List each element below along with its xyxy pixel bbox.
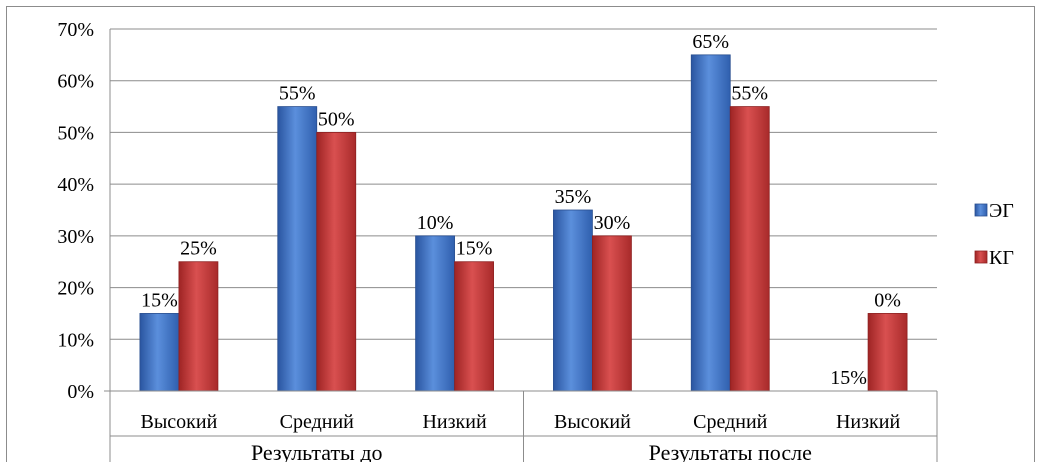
data-label: 35% <box>555 186 592 208</box>
bar-kg <box>178 261 219 392</box>
data-label: 30% <box>594 212 631 234</box>
bar-kg <box>454 261 494 392</box>
x-category-label: Низкий <box>422 411 486 433</box>
y-tick-label: 70% <box>57 19 94 41</box>
bar-kg <box>867 313 908 392</box>
y-tick-label: 20% <box>57 278 94 300</box>
bar-eg <box>277 106 318 392</box>
bar-kg <box>729 106 770 392</box>
x-category-label: Низкий <box>836 411 900 433</box>
bar-eg <box>553 209 593 392</box>
chart-frame <box>6 6 1035 462</box>
x-group-label: Результаты после <box>649 440 812 462</box>
legend-swatch <box>974 250 988 264</box>
data-label: 15% <box>141 289 178 311</box>
bar-eg <box>415 235 455 392</box>
y-tick-label: 0% <box>67 381 94 403</box>
gridlines <box>110 28 937 392</box>
y-tick-label: 40% <box>57 174 94 196</box>
data-labels: 15% 55% 10% 35% 65% 15% 25% 50% 15% 30% 55% 0% <box>141 31 901 389</box>
legend-swatch <box>974 203 988 217</box>
x-category-label: Средний <box>693 411 768 433</box>
legend-label: ЭГ <box>989 200 1014 222</box>
data-label: 55% <box>731 83 768 105</box>
legend: ЭГ КГ <box>974 200 1014 269</box>
x-category-label: Средний <box>280 411 355 433</box>
data-label: 0% <box>874 289 901 311</box>
y-tick-label: 30% <box>57 226 94 248</box>
data-label: 10% <box>417 212 454 234</box>
bar-eg <box>139 313 180 392</box>
x-category-label: Высокий <box>141 411 218 433</box>
data-label: 65% <box>692 31 729 53</box>
axes: 0% 10% 20% 30% 40% 50% 60% 70% Высокий Средний Низ… <box>57 19 938 462</box>
x-group-label: Результаты до <box>251 440 383 462</box>
bar-kg <box>592 235 632 392</box>
bars <box>139 54 908 392</box>
x-category-label: Высокий <box>554 411 631 433</box>
y-tick-label: 10% <box>57 329 94 351</box>
y-tick-label: 60% <box>57 71 94 93</box>
y-tick-label: 50% <box>57 122 94 144</box>
data-label: 25% <box>180 238 217 260</box>
bar-eg <box>690 54 731 392</box>
bar-kg <box>316 132 357 392</box>
data-label: 15% <box>830 367 867 389</box>
data-label: 50% <box>318 108 355 130</box>
data-label: 55% <box>279 83 316 105</box>
data-label: 15% <box>456 238 493 260</box>
legend-label: КГ <box>989 247 1014 269</box>
